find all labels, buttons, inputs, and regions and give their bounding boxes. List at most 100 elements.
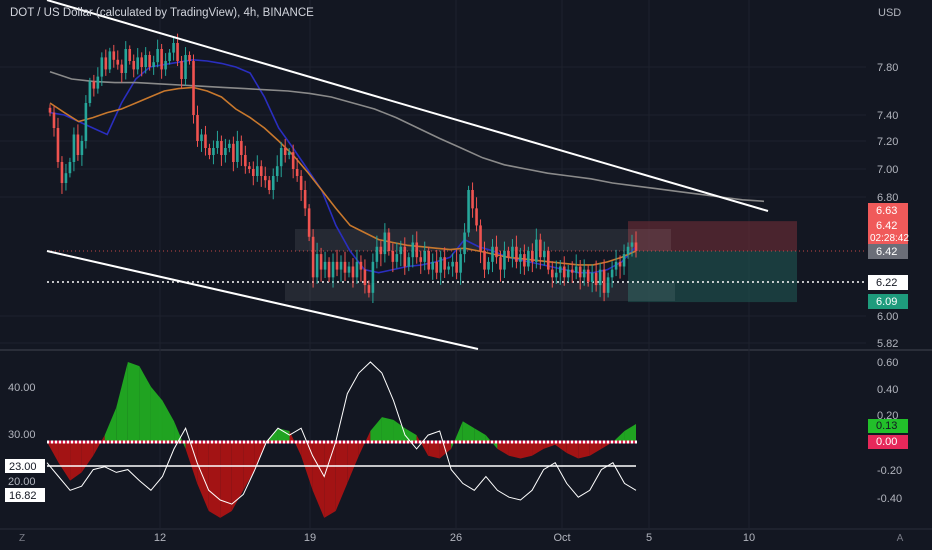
candle-body (168, 52, 171, 61)
zero-marker (399, 440, 401, 444)
candle-body (455, 261, 458, 273)
candle-body (80, 141, 84, 155)
candle-body (96, 76, 100, 89)
zero-marker (203, 440, 205, 444)
candle-body (483, 251, 486, 270)
zero-marker (223, 440, 225, 444)
candle-body (407, 257, 411, 267)
x-tick-label: 19 (304, 532, 316, 544)
oscillator-area (208, 442, 221, 518)
candle-body (467, 190, 470, 233)
candle-body (327, 261, 331, 278)
candle-body (550, 269, 554, 278)
y-tick-label: 7.20 (877, 136, 898, 148)
zero-marker (471, 440, 473, 444)
candle-body (92, 81, 96, 89)
osc-zero-label: 0.00 (876, 436, 897, 448)
oscillator-signal-line (46, 361, 637, 505)
y-tick-label: 7.00 (877, 164, 898, 176)
candle-body (263, 176, 267, 181)
oscillator-area (462, 421, 475, 442)
oscillator-area (393, 419, 406, 442)
candle-body (303, 190, 307, 209)
lower-trendline (46, 250, 479, 350)
zero-marker (631, 440, 633, 444)
candle-body (112, 51, 116, 60)
zero-marker (199, 440, 201, 444)
x-tick-label: 10 (743, 532, 755, 544)
candle-body (156, 49, 159, 63)
candle-body (435, 261, 438, 273)
oscillator-area (81, 442, 94, 473)
zero-marker (575, 440, 577, 444)
zero-marker (503, 440, 505, 444)
candle-body (574, 266, 578, 273)
trend-channel[interactable] (46, 0, 769, 350)
candle-body (124, 49, 128, 73)
zero-marker (227, 440, 229, 444)
last-price-label-bg (868, 218, 908, 244)
zero-marker (79, 440, 81, 444)
candle-body (311, 236, 315, 278)
candle-body (367, 285, 371, 293)
oscillator-area (324, 442, 336, 518)
zero-marker (623, 440, 625, 444)
stop-price-label-bg (868, 203, 908, 218)
zero-marker (111, 440, 113, 444)
candle-body (192, 61, 195, 115)
oscillator-area (555, 442, 567, 454)
zero-marker (151, 440, 153, 444)
oscillator-area (150, 386, 163, 442)
zero-marker (127, 440, 129, 444)
zero-marker (607, 440, 609, 444)
oscillator-area (416, 435, 429, 456)
zero-marker (119, 440, 121, 444)
zero-marker (483, 440, 485, 444)
oscillator-area (532, 442, 544, 456)
zero-marker (287, 440, 289, 444)
candle-body (315, 254, 319, 278)
zero-marker (75, 440, 77, 444)
oscillator-area (58, 442, 71, 481)
oscillator-area (127, 361, 140, 442)
ema-mid-line (49, 86, 637, 266)
zero-marker (163, 440, 165, 444)
candle-body (578, 266, 582, 278)
zero-marker (595, 440, 597, 444)
candle-body (630, 242, 634, 247)
candle-body (60, 162, 64, 183)
zero-marker (147, 440, 149, 444)
candle-body (267, 180, 271, 190)
zero-marker (407, 440, 409, 444)
zero-marker (531, 440, 533, 444)
candle-body (566, 269, 570, 278)
range-box-lower (285, 283, 675, 301)
x-tick-label: Oct (553, 532, 570, 544)
zero-marker (627, 440, 629, 444)
candle-body (610, 269, 614, 278)
candle-body (204, 134, 207, 148)
zero-marker (331, 440, 333, 444)
candle-body (539, 239, 542, 258)
candle-body (184, 55, 187, 79)
zero-marker (459, 440, 461, 444)
zero-marker (535, 440, 537, 444)
oscillator-area (601, 442, 613, 449)
osc-right-tick: 0.60 (877, 357, 898, 369)
candle-body (614, 261, 618, 270)
zero-marker (367, 440, 369, 444)
candle-body (100, 57, 104, 77)
zero-marker (71, 440, 73, 444)
zero-marker (131, 440, 133, 444)
auto-button: A (897, 533, 904, 544)
zero-marker (599, 440, 601, 444)
zero-marker (275, 440, 277, 444)
candle-body (240, 141, 243, 155)
candle-body (331, 261, 335, 278)
zero-marker (411, 440, 413, 444)
osc-left-tick: 30.00 (8, 429, 36, 441)
zero-marker (271, 440, 273, 444)
candle-body (275, 166, 279, 176)
candle-body (570, 269, 574, 273)
